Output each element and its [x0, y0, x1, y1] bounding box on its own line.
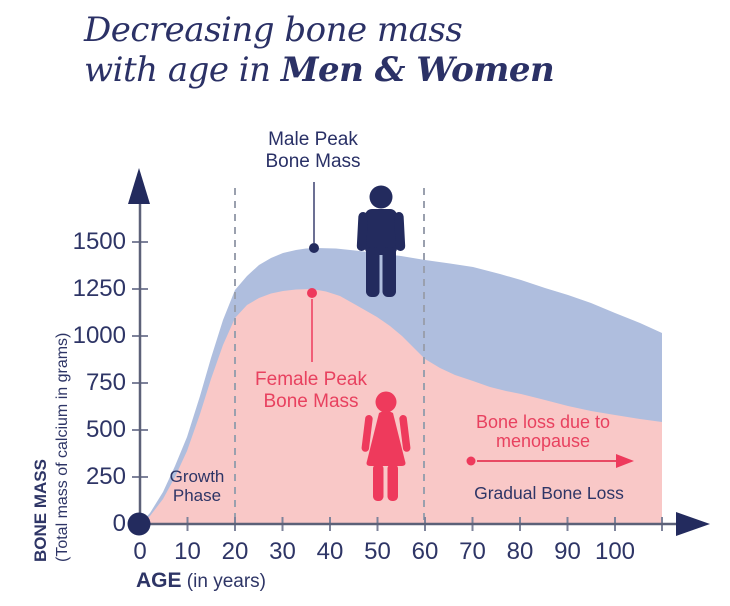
axes-lines	[138, 202, 678, 526]
x-tick-60: 60	[411, 538, 439, 565]
title-line-2: with age in Men & Women	[84, 50, 555, 90]
women-area-series	[140, 289, 662, 524]
y-tick-750: 750	[85, 369, 126, 396]
y-axis-title-main: BONE MASS	[31, 459, 50, 562]
female-peak-dot	[307, 288, 317, 298]
male-peak-dot	[309, 243, 319, 253]
menopause-arrow-icon	[466, 454, 634, 468]
x-axis-arrow-icon	[676, 512, 710, 536]
x-tick-40: 40	[316, 538, 344, 565]
male-figure-icon	[356, 185, 406, 297]
y-tick-1250: 1250	[72, 275, 126, 302]
y-axis-title: BONE MASS (Total mass of calcium in gram…	[30, 262, 76, 562]
gradual-bone-loss-label: Gradual Bone Loss	[474, 483, 624, 503]
menopause-label: Bone loss due to menopause	[475, 412, 611, 451]
growth-phase-label: Growth Phase	[169, 467, 225, 505]
title-line-1: Decreasing bone mass	[84, 10, 463, 50]
y-tick-1000: 1000	[72, 322, 126, 349]
x-tick-30: 30	[269, 538, 296, 565]
y-tick-0: 0	[112, 510, 126, 537]
x-tick-100: 100	[594, 538, 636, 565]
y-axis-arrow-icon	[128, 168, 150, 204]
phase-dashed-lines	[234, 188, 425, 523]
x-tick-70: 70	[459, 538, 486, 565]
y-axis-title-sub: (Total mass of calcium in grams)	[54, 332, 71, 562]
x-axis-title-sub: (in years)	[186, 571, 266, 592]
male-peak-label: Male Peak Bone Mass	[265, 129, 361, 172]
x-tick-0: 0	[133, 538, 147, 565]
female-figure-icon	[361, 391, 411, 501]
y-tick-500: 500	[85, 416, 126, 443]
x-tick-10: 10	[174, 538, 201, 565]
x-tick-50: 50	[364, 538, 391, 565]
y-tick-250: 250	[85, 463, 126, 490]
x-tick-80: 80	[506, 538, 534, 565]
x-axis-title: AGE (in years)	[136, 569, 266, 593]
y-tick-1500: 1500	[72, 228, 126, 255]
female-peak-label: Female Peak Bone Mass	[255, 369, 367, 412]
title-line-2-prefix: with age in	[84, 50, 281, 90]
x-tick-20: 20	[221, 538, 249, 565]
origin-dot	[127, 512, 151, 536]
title-line-2-bold: Men & Women	[280, 50, 555, 90]
page-title: Decreasing bone mass with age in Men & W…	[84, 10, 555, 90]
x-axis-title-main: AGE	[136, 569, 182, 592]
x-tick-90: 90	[554, 538, 581, 565]
